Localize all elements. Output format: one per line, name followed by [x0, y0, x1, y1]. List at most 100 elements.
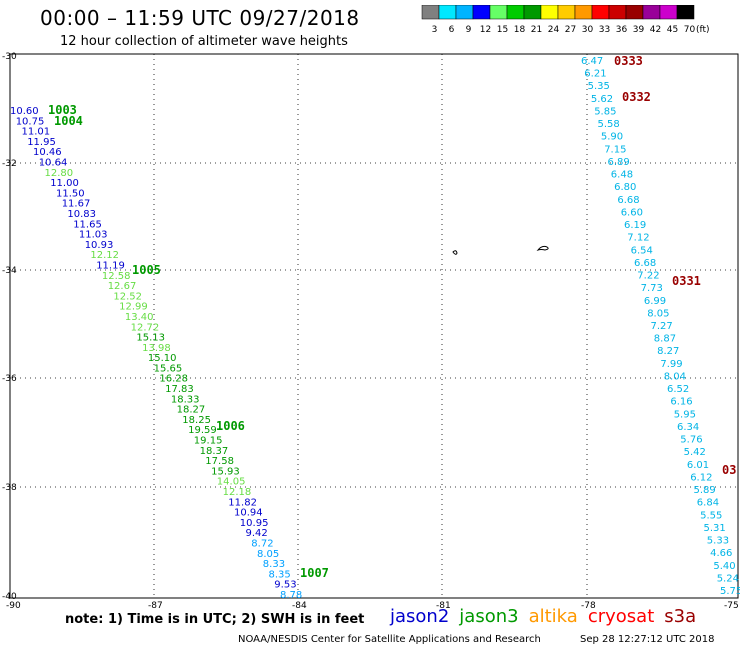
swh-value: 8.35 [269, 569, 291, 580]
legend-swatch [676, 5, 695, 20]
swh-value: 18.27 [177, 405, 206, 416]
legend-label: 70 [684, 25, 696, 35]
lat-tick-label: -32 [2, 159, 17, 169]
swh-value: 11.82 [228, 497, 257, 508]
cycle-number: 1003 [48, 103, 77, 117]
swh-value: 5.24 [717, 573, 739, 584]
lon-tick-label: -84 [292, 601, 307, 610]
cycle-number: 1004 [54, 114, 83, 128]
swh-value: 6.19 [624, 220, 646, 231]
swh-value: 4.66 [710, 548, 732, 559]
swh-value: 7.73 [641, 283, 663, 294]
swh-value: 6.12 [690, 472, 712, 483]
swh-value: 6.80 [614, 182, 636, 193]
legend-label: 36 [616, 25, 628, 35]
legend-label: 30 [582, 25, 594, 35]
swh-value: 19.59 [188, 425, 217, 436]
cycle-number: 1007 [300, 566, 329, 580]
lon-tick-label: -81 [436, 601, 451, 610]
swh-value: 5.95 [674, 409, 696, 420]
swh-value: 7.27 [651, 321, 673, 332]
swh-value: 6.68 [617, 195, 639, 206]
swh-value: 8.27 [657, 346, 679, 357]
lon-tick-label: -75 [724, 601, 739, 610]
credit-text: NOAA/NESDIS Center for Satellite Applica… [238, 634, 541, 645]
swh-value: 12.12 [90, 250, 119, 261]
swh-value: 8.87 [654, 334, 676, 345]
swh-value: 6.48 [611, 170, 633, 181]
swh-value: 15.13 [136, 333, 165, 344]
legend-label: 9 [466, 25, 472, 35]
island-shape [452, 250, 458, 255]
swh-value: 12.99 [119, 302, 148, 313]
map-frame [9, 53, 739, 599]
swh-value: 6.21 [584, 69, 606, 80]
swh-value: 12.72 [131, 322, 160, 333]
page-subtitle: 12 hour collection of altimeter wave hei… [60, 34, 348, 49]
satellite-label: jason2 [390, 606, 450, 627]
lon-tick-label: -78 [581, 601, 596, 610]
swh-value: 12.67 [108, 281, 137, 292]
legend-unit: (ft) [696, 25, 710, 35]
swh-value: 6.68 [634, 258, 656, 269]
legend-label: 21 [531, 25, 542, 35]
swh-value: 18.33 [171, 394, 200, 405]
legend-label: 18 [514, 25, 526, 35]
swh-value: 5.35 [588, 81, 610, 92]
legend-label: 45 [667, 25, 678, 35]
swh-value: 11.01 [22, 127, 51, 138]
lat-tick-label: -38 [2, 483, 17, 493]
cycle-number: 0331 [672, 274, 701, 288]
swh-value: 7.15 [604, 144, 626, 155]
swh-value: 11.19 [96, 261, 125, 272]
swh-value: 15.65 [154, 363, 183, 374]
legend-label: 15 [497, 25, 508, 35]
swh-value: 12.52 [113, 291, 142, 302]
cycle-number: 0332 [622, 90, 651, 104]
swh-value: 8.05 [257, 549, 279, 560]
swh-value: 5.42 [684, 447, 706, 458]
swh-value: 7.12 [627, 233, 649, 244]
legend-label: 3 [432, 25, 438, 35]
swh-value: 5.76 [680, 435, 702, 446]
legend-label: 39 [633, 25, 645, 35]
swh-value: 9.42 [246, 528, 268, 539]
swh-value: 13.98 [142, 343, 171, 354]
swh-value: 17.58 [205, 456, 234, 467]
lon-tick-label: -87 [148, 601, 163, 610]
legend-label: 24 [548, 25, 560, 35]
swh-value: 10.60 [10, 106, 39, 117]
swh-value: 6.34 [677, 422, 699, 433]
swh-value: 5.40 [713, 561, 735, 572]
satellite-label: cryosat [587, 606, 655, 627]
satellite-label: s3a [664, 606, 697, 627]
swh-value: 6.84 [697, 498, 719, 509]
swh-value: 15.93 [211, 466, 240, 477]
swh-value: 17.83 [165, 384, 194, 395]
swh-value: 5.55 [700, 510, 722, 521]
island-shape [536, 245, 549, 252]
swh-value: 13.40 [125, 312, 154, 323]
swh-value: 7.22 [637, 271, 659, 282]
swh-value: 5.62 [591, 94, 613, 105]
swh-value: 12.58 [102, 271, 131, 282]
swh-value: 5.85 [594, 107, 616, 118]
swh-value: 5.33 [707, 536, 729, 547]
swh-value: 10.83 [67, 209, 96, 220]
swh-value: 8.04 [664, 372, 686, 383]
swh-value: 12.18 [223, 487, 252, 498]
swh-value: 6.47 [581, 56, 603, 67]
legend-label: 27 [565, 25, 576, 35]
swh-value: 6.52 [667, 384, 689, 395]
swh-value: 18.37 [200, 446, 229, 457]
swh-value: 5.58 [598, 119, 620, 130]
cycle-number: 03 [722, 463, 736, 477]
satellite-legend: jason2 jason3 altika cryosat s3a [390, 606, 706, 627]
swh-value: 5.31 [704, 523, 726, 534]
swh-value: 11.50 [56, 188, 85, 199]
swh-value: 18.25 [182, 415, 211, 426]
swh-value: 11.03 [79, 230, 108, 241]
lat-tick-label: -34 [2, 266, 17, 276]
swh-value: 5.75 [720, 586, 740, 597]
lat-tick-label: -36 [2, 374, 17, 384]
